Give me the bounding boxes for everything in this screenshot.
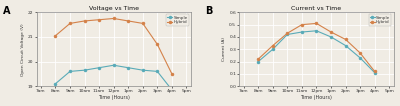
X-axis label: Time (Hours): Time (Hours) [98, 95, 130, 100]
Line: Hybrid: Hybrid [257, 22, 376, 72]
Legend: Simple, Hybrid: Simple, Hybrid [368, 14, 392, 26]
Hybrid [314, 23, 319, 24]
Simple [170, 89, 174, 91]
Y-axis label: Current (A): Current (A) [222, 37, 226, 61]
Legend: Simple, Hybrid: Simple, Hybrid [166, 14, 189, 26]
Hybrid [140, 23, 145, 24]
Simple [53, 83, 58, 84]
Hybrid [358, 52, 362, 54]
Simple [343, 45, 348, 46]
Line: Hybrid: Hybrid [54, 17, 173, 75]
Line: Simple: Simple [54, 64, 173, 91]
Simple [372, 72, 377, 73]
Line: Simple: Simple [257, 30, 376, 74]
Simple [358, 57, 362, 59]
X-axis label: Time (Hours): Time (Hours) [300, 95, 332, 100]
Simple [285, 34, 290, 35]
Hybrid [111, 18, 116, 19]
Simple [314, 30, 319, 31]
Simple [82, 70, 87, 71]
Simple [111, 65, 116, 66]
Simple [68, 71, 72, 72]
Hybrid [256, 58, 261, 60]
Simple [328, 36, 333, 38]
Hybrid [343, 39, 348, 40]
Hybrid [68, 23, 72, 24]
Simple [140, 70, 145, 71]
Hybrid [53, 35, 58, 36]
Hybrid [270, 45, 275, 46]
Y-axis label: Open Circuit Voltage (V): Open Circuit Voltage (V) [21, 23, 25, 76]
Hybrid [155, 44, 160, 45]
Simple [126, 67, 131, 68]
Simple [300, 31, 304, 33]
Hybrid [82, 20, 87, 22]
Simple [155, 71, 160, 72]
Hybrid [300, 24, 304, 25]
Hybrid [372, 71, 377, 72]
Text: B: B [206, 6, 213, 16]
Hybrid [285, 33, 290, 34]
Simple [256, 61, 261, 62]
Title: Voltage vs Time: Voltage vs Time [89, 6, 139, 11]
Hybrid [97, 19, 102, 20]
Hybrid [328, 31, 333, 33]
Hybrid [126, 20, 131, 22]
Title: Current vs Time: Current vs Time [291, 6, 342, 11]
Simple [97, 67, 102, 68]
Simple [270, 49, 275, 50]
Text: A: A [3, 6, 10, 16]
Hybrid [170, 73, 174, 75]
